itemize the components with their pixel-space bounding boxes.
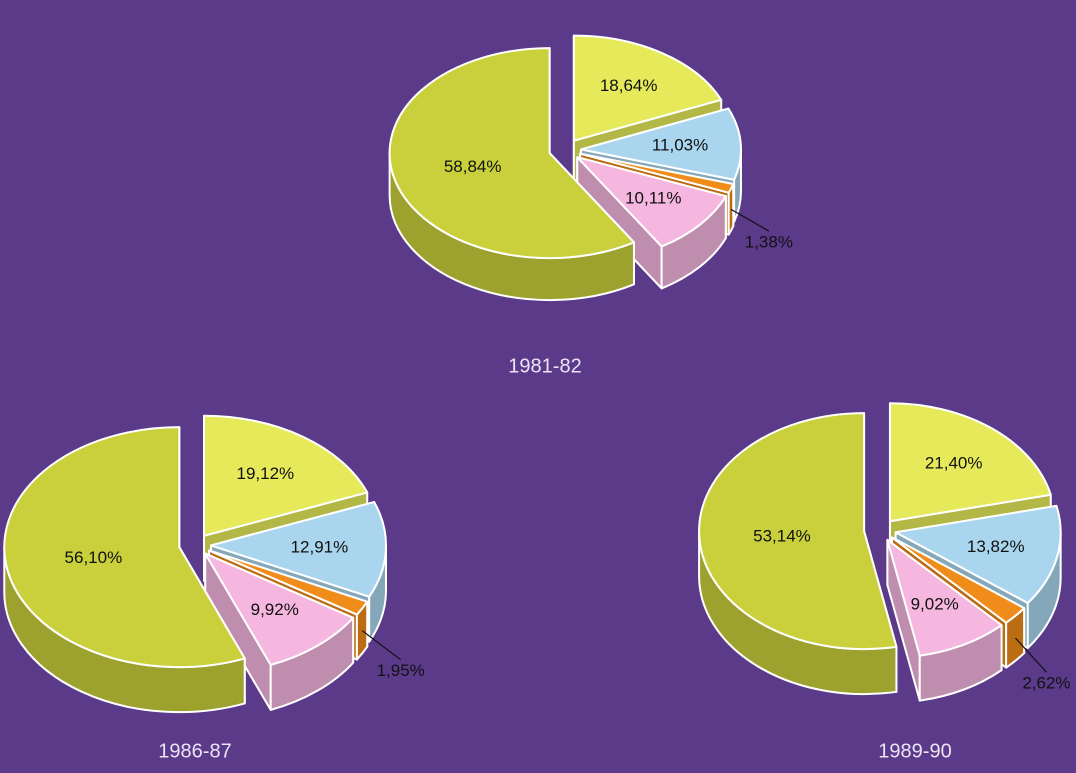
leader-line bbox=[1015, 637, 1047, 673]
slice-top bbox=[576, 156, 727, 248]
slice-top bbox=[204, 552, 355, 666]
slice-label: 19,12% bbox=[237, 464, 295, 483]
slice-top bbox=[208, 549, 369, 616]
slice-label: 2,62% bbox=[1022, 674, 1070, 693]
slice-label: 53,14% bbox=[753, 526, 811, 545]
slice-label: 58,84% bbox=[444, 157, 502, 176]
slice-top bbox=[579, 107, 742, 181]
slice-label: 9,02% bbox=[911, 594, 959, 613]
chart-title: 1989-90 bbox=[878, 740, 951, 762]
slice-top bbox=[886, 538, 1003, 657]
slice-top bbox=[3, 426, 246, 669]
pie-slice bbox=[698, 412, 898, 696]
slice-label: 10,11% bbox=[625, 189, 681, 208]
slice-label: 56,10% bbox=[65, 548, 123, 567]
slice-label: 9,92% bbox=[251, 600, 299, 619]
pie-slice bbox=[204, 552, 355, 711]
slice-label: 1,95% bbox=[377, 661, 425, 680]
slice-label: 13,82% bbox=[967, 537, 1025, 556]
slice-label: 12,91% bbox=[291, 538, 349, 557]
slice-top bbox=[890, 536, 1026, 624]
chart-title: 1986-87 bbox=[158, 740, 231, 762]
slice-label: 21,40% bbox=[925, 453, 983, 472]
slice-top bbox=[203, 414, 369, 537]
slice-top bbox=[894, 504, 1062, 604]
slice-label: 1,38% bbox=[745, 233, 793, 252]
pie-slice bbox=[388, 47, 635, 302]
slice-top bbox=[888, 402, 1052, 523]
leader-line bbox=[361, 630, 402, 661]
slice-top bbox=[572, 34, 723, 142]
pie-slice bbox=[3, 426, 246, 714]
slice-top bbox=[209, 501, 387, 598]
slice-label: 11,03% bbox=[652, 135, 708, 154]
pie-slice bbox=[576, 156, 727, 290]
leader-line bbox=[730, 208, 770, 232]
pie-slice bbox=[886, 538, 1003, 702]
slice-top bbox=[698, 412, 898, 651]
slice-top bbox=[579, 152, 735, 194]
slice-label: 18,64% bbox=[600, 76, 658, 95]
chart-title: 1981-82 bbox=[508, 355, 581, 377]
slice-top bbox=[388, 47, 635, 260]
